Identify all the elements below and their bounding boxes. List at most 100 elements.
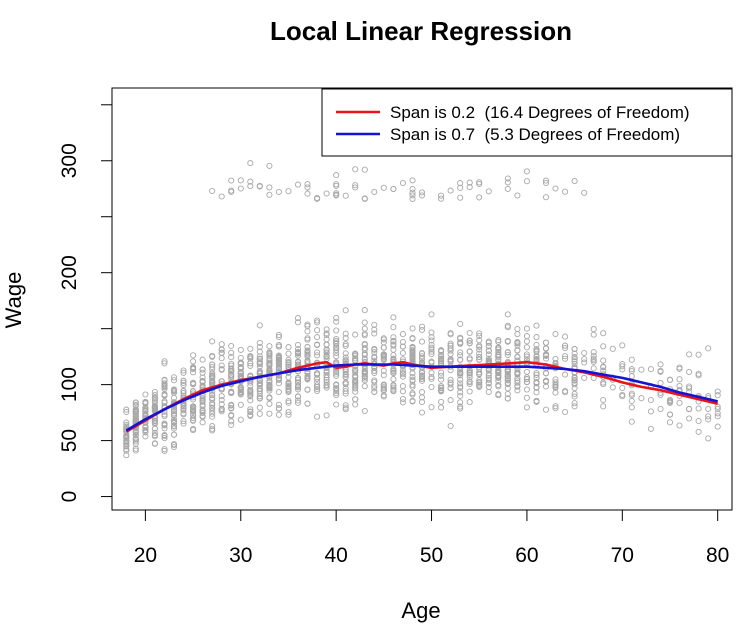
data-point	[600, 357, 607, 364]
data-point	[170, 408, 178, 415]
data-point	[190, 358, 197, 365]
data-point	[209, 361, 216, 368]
data-point	[314, 334, 321, 341]
data-point	[533, 384, 540, 391]
data-point	[495, 392, 502, 399]
data-point	[190, 407, 197, 414]
data-point	[638, 395, 645, 402]
data-point	[170, 410, 178, 417]
x-axis-label: Age	[401, 598, 440, 623]
y-tick-label: 300	[58, 143, 81, 178]
data-point	[485, 351, 492, 358]
data-point	[457, 392, 464, 399]
data-point	[523, 168, 530, 175]
data-point	[333, 347, 340, 354]
data-point	[457, 194, 464, 201]
data-point	[418, 377, 426, 384]
data-point	[552, 185, 559, 192]
data-point	[457, 376, 464, 383]
data-point	[266, 349, 273, 357]
data-point	[352, 357, 359, 364]
data-point	[380, 352, 387, 359]
data-point	[323, 382, 330, 389]
data-point	[342, 388, 349, 395]
data-point	[676, 422, 683, 429]
data-point	[504, 371, 511, 378]
data-point	[352, 401, 359, 408]
data-point	[161, 446, 168, 453]
data-point	[161, 358, 168, 365]
data-point	[628, 356, 635, 363]
data-point	[571, 403, 578, 410]
data-point	[495, 377, 502, 385]
data-point	[438, 398, 445, 405]
x-tick-label: 20	[134, 544, 157, 567]
data-point	[333, 401, 340, 408]
data-point	[399, 383, 406, 390]
data-point	[237, 354, 244, 362]
data-point	[371, 377, 378, 384]
data-point	[199, 369, 206, 376]
data-point	[285, 397, 292, 405]
data-point	[333, 335, 340, 343]
data-point	[180, 369, 187, 376]
data-point	[352, 396, 359, 403]
data-point	[562, 353, 569, 360]
data-point	[428, 404, 435, 411]
data-point	[628, 373, 635, 380]
data-point	[714, 410, 721, 417]
data-point	[714, 392, 721, 399]
data-point	[600, 330, 607, 337]
data-point	[523, 404, 530, 411]
data-point	[170, 423, 178, 430]
data-point	[142, 433, 149, 440]
data-point	[542, 179, 550, 187]
data-point	[352, 182, 359, 189]
data-point	[409, 377, 416, 384]
data-point	[428, 334, 435, 341]
data-point	[342, 402, 349, 409]
data-point	[333, 372, 340, 379]
fit-lines	[125, 360, 718, 433]
data-point	[600, 379, 607, 386]
data-point	[209, 363, 216, 371]
data-point	[180, 388, 187, 395]
data-point	[686, 351, 693, 358]
data-point	[256, 348, 263, 355]
data-point	[285, 382, 292, 389]
data-point	[705, 405, 712, 412]
data-point	[447, 376, 454, 383]
data-point	[123, 442, 130, 449]
data-point	[418, 350, 426, 357]
data-point	[409, 397, 416, 404]
data-point	[428, 383, 435, 391]
data-point	[476, 379, 483, 386]
data-point	[161, 383, 168, 390]
data-point	[342, 371, 349, 378]
data-point	[380, 384, 387, 391]
data-point	[237, 391, 244, 398]
data-point	[418, 409, 426, 416]
data-point	[628, 404, 635, 411]
data-point	[399, 388, 406, 395]
data-point	[457, 380, 464, 387]
data-point	[266, 162, 273, 169]
data-point	[285, 411, 292, 418]
data-point	[590, 352, 597, 359]
data-point	[123, 421, 130, 429]
data-point	[542, 378, 550, 385]
legend-label-span-0-7: Span is 0.7 (5.3 Degrees of Freedom)	[390, 125, 680, 144]
data-point	[514, 192, 521, 199]
data-point	[695, 372, 702, 379]
data-point	[333, 181, 340, 188]
data-point	[571, 178, 578, 185]
data-point	[438, 347, 445, 354]
data-point	[552, 384, 559, 391]
data-point	[180, 407, 187, 414]
data-point	[247, 406, 254, 413]
data-point	[485, 376, 492, 383]
data-point	[161, 360, 168, 367]
data-point	[647, 396, 654, 404]
data-point	[371, 321, 378, 328]
data-point	[457, 405, 464, 412]
